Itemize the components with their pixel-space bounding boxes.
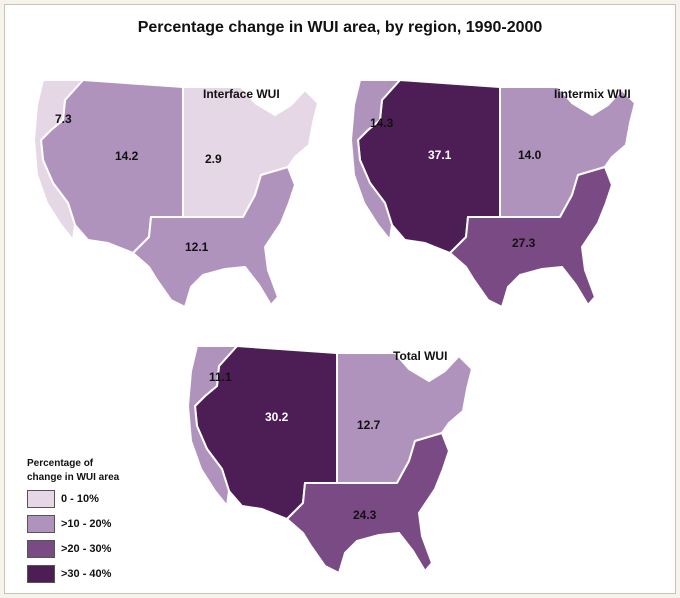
region-value-west: 30.2 bbox=[265, 410, 289, 424]
region-south bbox=[286, 432, 450, 574]
map-intermix-wui: 14.3 37.1 14.0 27.3 Iintermix WUI bbox=[350, 75, 640, 315]
region-value-west: 37.1 bbox=[428, 148, 452, 162]
region-value-south: 12.1 bbox=[185, 240, 209, 254]
figure-frame: Percentage change in WUI area, by region… bbox=[4, 4, 676, 594]
region-value-north-east: 2.9 bbox=[205, 152, 222, 166]
region-north-east bbox=[182, 86, 319, 218]
map-label-intermix: Iintermix WUI bbox=[554, 87, 631, 101]
region-pacific bbox=[187, 345, 238, 507]
legend: Percentage of change in WUI area 0 - 10%… bbox=[27, 457, 177, 585]
legend-label: >10 - 20% bbox=[61, 518, 112, 530]
region-value-north-east: 12.7 bbox=[357, 418, 381, 432]
map-label-interface: Interface WUI bbox=[203, 87, 280, 101]
region-value-south: 27.3 bbox=[512, 236, 536, 250]
map-interface-wui: 7.3 14.2 2.9 12.1 Interface WUI bbox=[33, 75, 323, 315]
legend-item: >30 - 40% bbox=[27, 563, 177, 585]
legend-swatch bbox=[27, 565, 55, 583]
region-south bbox=[449, 166, 613, 308]
map-total-wui: 11.1 30.2 12.7 24.3 Total WUI bbox=[187, 341, 477, 581]
region-value-pacific: 11.1 bbox=[209, 370, 232, 384]
region-value-pacific: 14.3 bbox=[370, 116, 394, 130]
region-pacific bbox=[33, 79, 84, 241]
legend-title: Percentage of change in WUI area bbox=[27, 458, 120, 483]
region-south bbox=[132, 166, 296, 308]
legend-item: >10 - 20% bbox=[27, 513, 177, 535]
legend-swatch bbox=[27, 515, 55, 533]
legend-label: 0 - 10% bbox=[61, 493, 99, 505]
legend-label: >20 - 30% bbox=[61, 543, 112, 555]
legend-item: >20 - 30% bbox=[27, 538, 177, 560]
legend-item: 0 - 10% bbox=[27, 488, 177, 510]
region-pacific bbox=[350, 79, 401, 241]
figure-title: Percentage change in WUI area, by region… bbox=[137, 19, 543, 36]
map-total-svg: 11.1 30.2 12.7 24.3 bbox=[187, 345, 473, 574]
legend-swatch bbox=[27, 540, 55, 558]
region-value-north-east: 14.0 bbox=[518, 148, 542, 162]
region-value-pacific: 7.3 bbox=[55, 112, 72, 126]
map-intermix-svg: 14.3 37.1 14.0 27.3 bbox=[350, 79, 636, 308]
map-label-total: Total WUI bbox=[393, 349, 448, 363]
legend-label: >30 - 40% bbox=[61, 568, 112, 580]
legend-swatch bbox=[27, 490, 55, 508]
region-value-south: 24.3 bbox=[353, 508, 377, 522]
map-interface-svg: 7.3 14.2 2.9 12.1 bbox=[33, 79, 319, 308]
region-value-west: 14.2 bbox=[115, 149, 139, 163]
